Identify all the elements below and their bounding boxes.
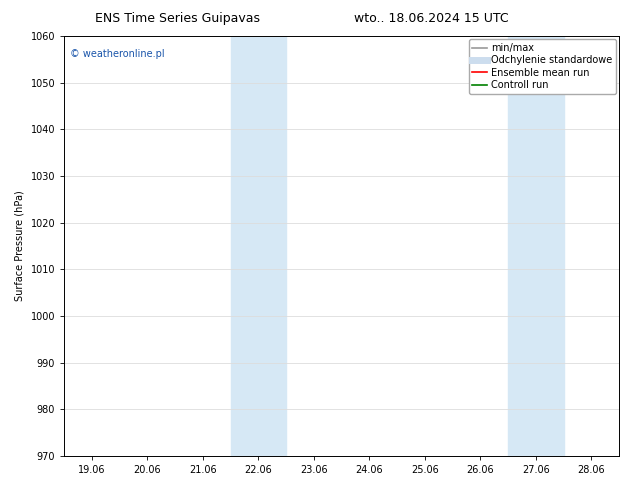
Y-axis label: Surface Pressure (hPa): Surface Pressure (hPa) (15, 191, 25, 301)
Legend: min/max, Odchylenie standardowe, Ensemble mean run, Controll run: min/max, Odchylenie standardowe, Ensembl… (469, 39, 616, 94)
Bar (508, 36, 564, 456)
Text: ENS Time Series Guipavas: ENS Time Series Guipavas (95, 12, 260, 25)
Text: wto.. 18.06.2024 15 UTC: wto.. 18.06.2024 15 UTC (354, 12, 508, 25)
Bar (231, 36, 286, 456)
Text: © weatheronline.pl: © weatheronline.pl (70, 49, 164, 59)
